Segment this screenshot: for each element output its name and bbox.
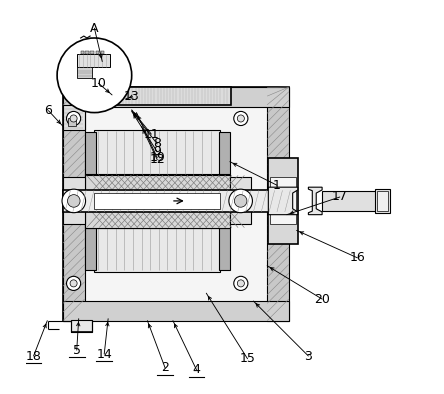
Text: 3: 3 bbox=[305, 349, 312, 362]
Circle shape bbox=[234, 276, 248, 290]
Text: 14: 14 bbox=[96, 348, 112, 361]
Text: 15: 15 bbox=[240, 352, 255, 365]
Text: 18: 18 bbox=[26, 349, 41, 362]
Circle shape bbox=[57, 38, 132, 113]
Bar bbox=[85, 228, 95, 270]
Text: 1: 1 bbox=[273, 179, 281, 192]
Bar bbox=[87, 65, 118, 85]
Circle shape bbox=[234, 195, 247, 207]
Bar bbox=[219, 228, 230, 270]
Text: 8: 8 bbox=[153, 138, 161, 151]
Text: 17: 17 bbox=[332, 191, 348, 203]
Bar bbox=[81, 50, 84, 54]
Polygon shape bbox=[268, 187, 298, 215]
Polygon shape bbox=[309, 187, 322, 215]
Text: 19: 19 bbox=[149, 151, 165, 164]
Circle shape bbox=[234, 112, 248, 126]
Bar bbox=[85, 132, 95, 174]
Circle shape bbox=[237, 115, 244, 122]
Text: 12: 12 bbox=[149, 153, 165, 166]
Bar bbox=[85, 50, 88, 54]
Bar bbox=[375, 189, 390, 213]
Bar bbox=[270, 177, 296, 225]
Text: A: A bbox=[90, 22, 99, 35]
Bar bbox=[219, 132, 230, 174]
Bar bbox=[268, 158, 298, 244]
Bar bbox=[68, 119, 76, 126]
Bar bbox=[84, 87, 231, 105]
Bar bbox=[63, 87, 289, 321]
Circle shape bbox=[67, 112, 81, 126]
Circle shape bbox=[70, 115, 77, 122]
Text: 20: 20 bbox=[314, 293, 330, 306]
Bar bbox=[101, 50, 104, 54]
Text: 5: 5 bbox=[73, 344, 81, 357]
Bar bbox=[63, 301, 289, 321]
Bar bbox=[95, 50, 99, 54]
Bar bbox=[84, 88, 99, 101]
Bar bbox=[230, 177, 251, 225]
Bar bbox=[95, 227, 220, 271]
Bar bbox=[63, 177, 85, 225]
Bar bbox=[63, 190, 289, 212]
Bar bbox=[267, 87, 289, 321]
Bar bbox=[377, 191, 388, 211]
Circle shape bbox=[237, 280, 244, 287]
Bar bbox=[322, 191, 379, 211]
Text: 2: 2 bbox=[161, 361, 169, 374]
Bar bbox=[71, 320, 92, 333]
Text: 16: 16 bbox=[349, 251, 365, 264]
Bar bbox=[63, 87, 85, 321]
Text: 10: 10 bbox=[91, 77, 106, 90]
Circle shape bbox=[62, 189, 86, 213]
Bar bbox=[63, 87, 289, 107]
Bar bbox=[77, 67, 92, 78]
Circle shape bbox=[67, 276, 81, 290]
Circle shape bbox=[67, 195, 80, 207]
Circle shape bbox=[229, 189, 253, 213]
Text: 11: 11 bbox=[143, 128, 159, 141]
Circle shape bbox=[70, 280, 77, 287]
Text: 9: 9 bbox=[153, 145, 161, 158]
Bar bbox=[85, 174, 230, 228]
Bar bbox=[85, 206, 230, 228]
Bar bbox=[77, 54, 110, 67]
Bar bbox=[63, 105, 85, 130]
Bar bbox=[85, 175, 230, 197]
Text: 13: 13 bbox=[124, 90, 139, 103]
Text: 4: 4 bbox=[193, 363, 200, 376]
Bar bbox=[95, 130, 220, 175]
Bar bbox=[95, 193, 220, 209]
Text: 6: 6 bbox=[44, 104, 52, 117]
Bar bbox=[84, 62, 121, 88]
Bar bbox=[91, 50, 94, 54]
